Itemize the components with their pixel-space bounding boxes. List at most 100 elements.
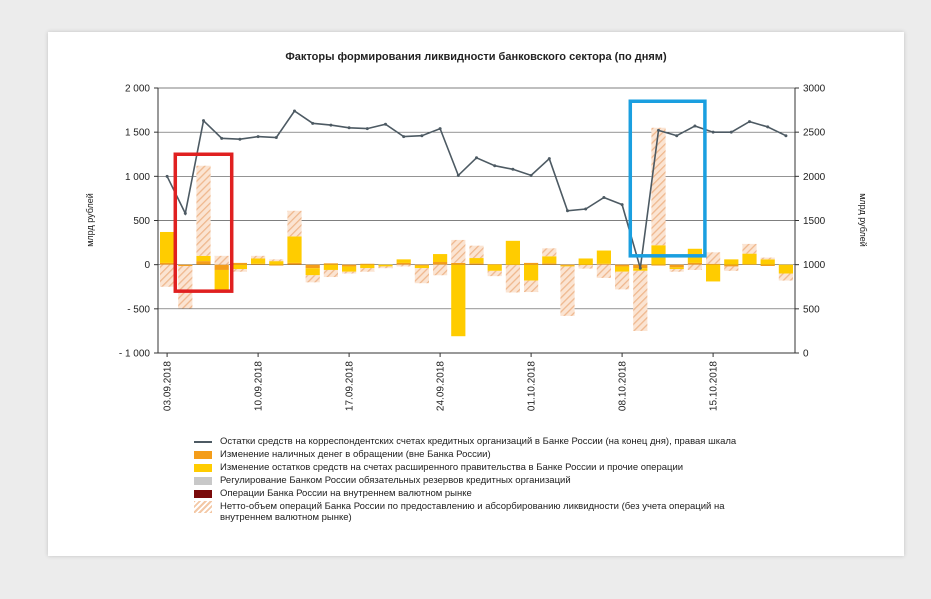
bar <box>396 262 411 265</box>
legend-label: Нетто-объем операций Банка России по пре… <box>220 501 725 523</box>
bar <box>378 266 393 269</box>
bar <box>469 263 484 265</box>
bars <box>160 127 793 337</box>
bar <box>287 236 302 263</box>
bar <box>360 264 375 269</box>
bar <box>596 264 611 278</box>
balance-point <box>493 164 497 168</box>
balance-point <box>402 135 406 139</box>
legend-item: Операции Банка России на внутреннем валю… <box>194 488 764 499</box>
x-tick-label: 08.10.2018 <box>618 361 629 411</box>
y-right-tick-label: 3000 <box>803 84 826 95</box>
bar <box>305 268 320 276</box>
balance-point <box>420 134 424 138</box>
bar <box>232 269 247 272</box>
balance-point <box>620 203 624 207</box>
x-tick-label: 03.09.2018 <box>163 361 174 411</box>
legend-swatch <box>194 490 212 498</box>
balance-point <box>657 128 660 132</box>
y-axis-right-title: млрд рублей <box>858 193 868 247</box>
legend-swatch <box>194 477 212 485</box>
bar <box>433 264 448 276</box>
bar <box>414 264 429 266</box>
bar <box>196 261 211 265</box>
bar <box>724 266 739 271</box>
y-right-tick-label: 1000 <box>803 260 826 271</box>
balance-point <box>766 125 770 129</box>
bar <box>451 262 466 265</box>
bar <box>396 264 411 267</box>
bar <box>505 240 520 265</box>
bar <box>323 264 338 270</box>
bar <box>524 280 539 293</box>
y-right-tick-label: 0 <box>803 349 809 360</box>
bar <box>742 264 757 265</box>
bar <box>433 254 448 263</box>
bar <box>596 250 611 264</box>
balance-point <box>293 109 296 113</box>
bar <box>742 243 757 254</box>
balance-point <box>675 134 679 138</box>
bar <box>232 262 247 265</box>
balance-point <box>165 174 169 178</box>
balance-point <box>529 173 533 177</box>
bar <box>287 262 302 265</box>
bar <box>615 271 630 290</box>
bar <box>251 263 266 265</box>
bar <box>251 255 266 259</box>
bar <box>232 264 247 270</box>
bar <box>160 264 175 287</box>
y-axis-left-title: млрд рублей <box>85 193 95 247</box>
bar <box>542 248 557 257</box>
bar <box>633 270 648 331</box>
bar <box>196 255 211 262</box>
legend-label: Изменение наличных денег в обращении (вн… <box>220 449 491 460</box>
bar <box>778 264 793 274</box>
bar <box>542 256 557 264</box>
bar <box>378 264 393 267</box>
bar <box>706 264 721 282</box>
bar <box>760 264 775 266</box>
legend-label: Регулирование Банком России обязательных… <box>220 475 571 486</box>
bar <box>669 264 684 268</box>
bar <box>651 264 666 266</box>
bar <box>414 268 429 284</box>
bar <box>505 264 520 266</box>
legend-item: Остатки средств на корреспондентских сче… <box>194 436 764 447</box>
bar <box>542 263 557 265</box>
bar <box>178 265 193 309</box>
highlight-box <box>628 99 707 258</box>
bar <box>651 127 666 246</box>
x-tick-label: 15.10.2018 <box>709 361 720 411</box>
y-left-tick-label: 500 <box>133 216 150 227</box>
balance-point <box>566 209 569 213</box>
bar <box>596 263 611 265</box>
y-right-tick-label: 2000 <box>803 172 826 183</box>
bar <box>269 264 284 266</box>
balance-point <box>274 135 278 139</box>
bar <box>687 264 702 270</box>
bar <box>760 259 775 265</box>
bar <box>724 259 739 265</box>
legend-swatch <box>194 464 212 472</box>
y-right-tick-label: 1500 <box>803 216 826 227</box>
bar <box>287 210 302 237</box>
balance-point <box>329 123 333 127</box>
bar <box>323 263 338 265</box>
legend-item: Нетто-объем операций Банка России по пре… <box>194 501 764 523</box>
balance-point <box>202 119 205 123</box>
legend-swatch-hatch <box>194 501 212 513</box>
bar <box>615 264 630 267</box>
balance-point <box>220 136 224 140</box>
axes: 2 000 1 500 1 000 500 0 - 500 - 1 000 3000 2500 2… <box>119 84 826 412</box>
chart: Факторы формирования ликвидности банковс… <box>85 51 868 412</box>
x-tick-label: 01.10.2018 <box>527 361 538 411</box>
balance-point <box>183 211 187 215</box>
legend-swatch-line <box>194 441 212 443</box>
balance-point <box>384 122 387 126</box>
bar <box>160 231 175 263</box>
bar <box>760 257 775 260</box>
balance-point <box>584 207 588 211</box>
bar <box>178 264 193 266</box>
legend-label: Операции Банка России на внутреннем валю… <box>220 488 472 499</box>
